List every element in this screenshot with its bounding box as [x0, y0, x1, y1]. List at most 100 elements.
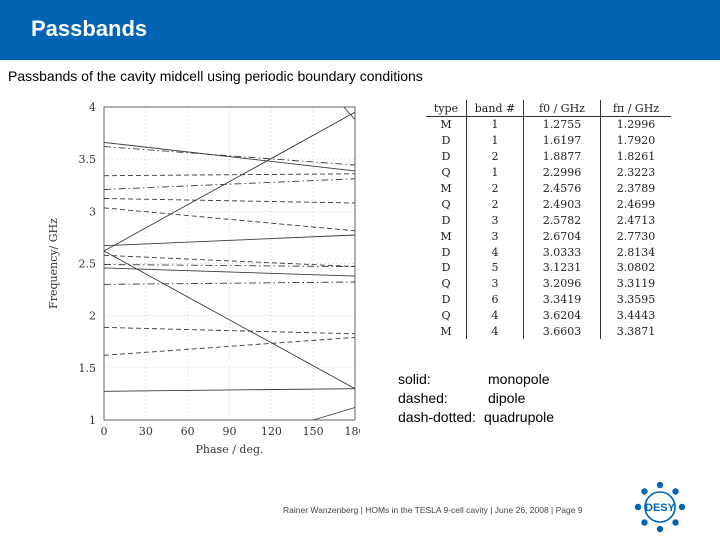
x-tick-label: 90 [223, 425, 237, 438]
table-cell: 1 [466, 132, 524, 149]
passband-line-dashed-12 [103, 198, 356, 204]
table-cell: 3 [466, 275, 524, 292]
table-cell: M [426, 323, 467, 340]
table-row: D 6 3.3419 3.3595 [426, 291, 671, 308]
y-tick-label: 1 [89, 414, 96, 427]
logo-text: DESY [645, 502, 676, 514]
passband-line-solid-7 [343, 106, 356, 120]
legend-key: solid: [398, 371, 431, 387]
table-cell: 2.4903 [523, 196, 601, 213]
table-cell: 2.3789 [616, 182, 656, 195]
table-cell: 3.3871 [616, 325, 656, 339]
table-cell: 2.2996 [523, 164, 601, 181]
legend-key: dash-dotted: [398, 409, 476, 425]
table-header-row: type band # f0 / GHz fπ / GHz [426, 100, 671, 117]
table-cell: 1 [466, 164, 524, 181]
passband-line-dashed-10 [103, 254, 356, 267]
table-body: M 1 1.2755 1.2996 D 1 1.6197 1.7920 D 2 1.8877 1.82… [426, 116, 671, 340]
y-tick-label: 3.5 [79, 153, 97, 166]
table-cell: 2 [466, 180, 524, 197]
table-cell: D [426, 132, 467, 149]
passband-line-dash-dotted-16 [103, 178, 356, 190]
table-cell: Q [426, 164, 467, 181]
table-cell: 2.4699 [616, 197, 656, 211]
legend-key: dashed: [398, 390, 448, 406]
table-cell: 1.8261 [616, 150, 656, 164]
table-row: M 1 1.2755 1.2996 [426, 116, 671, 133]
passband-line-dash-dotted-17 [103, 146, 356, 166]
table-row: D 3 2.5782 2.4713 [426, 212, 671, 229]
table-cell: 1 [466, 116, 524, 133]
table-cell: D [426, 212, 467, 229]
passband-line-dashed-8 [103, 336, 356, 356]
table-cell: 3.6603 [523, 323, 601, 340]
table-cell: 4 [466, 307, 524, 324]
passband-line-dashed-9 [103, 326, 356, 335]
legend-value: quadrupole [484, 409, 555, 425]
table-row: M 3 2.6704 2.7730 [426, 228, 671, 245]
table-cell: Q [426, 275, 467, 292]
x-tick-label: 30 [139, 425, 153, 438]
legend-value: monopole [488, 371, 550, 387]
table-cell: 5 [466, 260, 524, 276]
table-cell: 3.1231 [523, 260, 601, 276]
table-cell: 3.2096 [523, 275, 601, 292]
table-cell: 3.6204 [523, 307, 601, 324]
y-tick-label: 2 [89, 310, 96, 323]
passband-line-solid-2 [103, 234, 356, 247]
y-tick-label: 3 [89, 205, 96, 218]
passband-line-solid-5 [103, 250, 356, 390]
table-cell: 2 [466, 148, 524, 165]
passband-line-solid-0 [103, 388, 356, 392]
table-cell: 6 [466, 291, 524, 308]
table-row: D 4 3.0333 2.8134 [426, 244, 671, 261]
slide-subtitle: Passbands of the cavity midcell using pe… [8, 68, 423, 84]
x-tick-label: 120 [261, 425, 282, 438]
passband-line-solid-1 [103, 267, 356, 277]
x-tick-label: 150 [303, 425, 324, 438]
plot-frame [103, 106, 356, 421]
col-header-fpi: fπ / GHz [600, 100, 671, 117]
y-tick-label: 1.5 [79, 362, 97, 375]
header-bar: Passbands [0, 0, 720, 60]
slide-footer: Rainer Wanzenberg | HOMs in the TESLA 9-… [283, 505, 583, 515]
table-cell: 2.7730 [616, 229, 656, 243]
table-cell: M [426, 180, 467, 197]
table-cell: 3.3419 [523, 291, 601, 308]
table-cell: 2 [466, 196, 524, 213]
slide-title: Passbands [31, 16, 148, 41]
table-row: Q 2 2.4903 2.4699 [426, 196, 671, 213]
table-cell: 2.5782 [523, 212, 601, 229]
table-cell: 1.2755 [523, 116, 601, 133]
table-cell: 3.0333 [523, 244, 601, 261]
passband-line-solid-3 [103, 141, 356, 172]
y-tick-label: 2.5 [79, 258, 97, 271]
passband-line-dash-dotted-14 [103, 281, 356, 285]
table-row: Q 1 2.2996 2.3223 [426, 164, 671, 181]
table-cell: 2.3223 [616, 166, 656, 180]
table-cell: 2.4713 [616, 213, 656, 227]
table-cell: M [426, 228, 467, 245]
col-header-type: type [426, 100, 467, 117]
table-row: D 5 3.1231 3.0802 [426, 260, 671, 276]
passband-line-solid-6 [313, 407, 356, 421]
table-cell: 3.3595 [616, 293, 656, 307]
passband-line-dash-dotted-15 [103, 264, 356, 268]
table-row: D 2 1.8877 1.8261 [426, 148, 671, 165]
x-axis-label: Phase / deg. [196, 443, 264, 456]
passband-line-solid-4 [103, 111, 356, 252]
table-row: Q 3 3.2096 3.3119 [426, 275, 671, 292]
table-cell: 1.7920 [616, 134, 656, 148]
passband-chart: 0 30 60 90 120 150 180 1 1.5 2 2.5 3 3.5 4 Phase / deg… [47, 101, 360, 456]
table-cell: 4 [466, 244, 524, 261]
table-cell: 3.3119 [616, 277, 656, 291]
table-cell: 3.0802 [616, 261, 656, 275]
table-cell: 1.2996 [616, 118, 656, 132]
desy-logo-icon: DESY [634, 481, 686, 533]
table-cell: 2.6704 [523, 228, 601, 245]
table-cell: D [426, 291, 467, 308]
table-cell: M [426, 116, 467, 133]
passband-line-dashed-11 [103, 207, 356, 232]
table-cell: Q [426, 307, 467, 324]
legend-value: dipole [488, 390, 526, 406]
